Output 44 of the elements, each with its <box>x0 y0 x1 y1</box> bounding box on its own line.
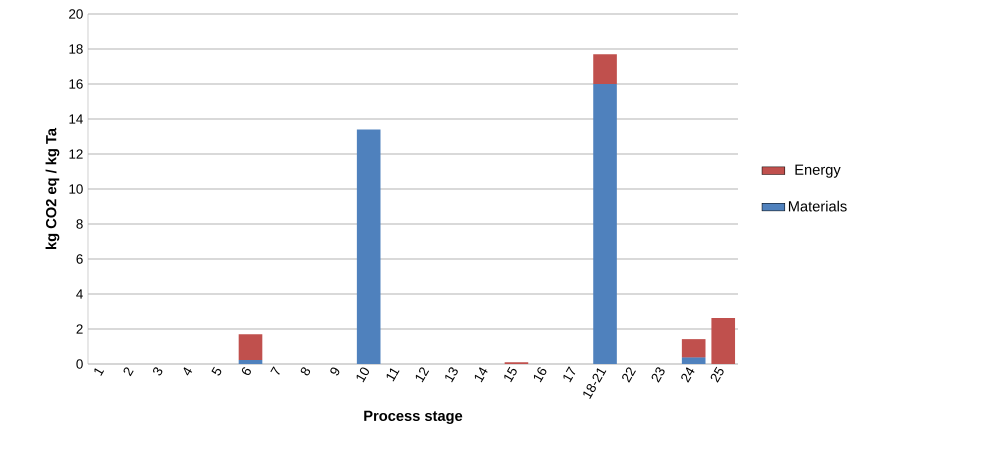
x-tick-label: 13 <box>445 367 458 382</box>
x-tick-label: 7 <box>270 366 280 375</box>
y-tick-label: 14 <box>69 114 83 124</box>
x-tick-label: 12 <box>416 367 430 382</box>
legend-label: Energy <box>795 164 841 178</box>
y-tick-label: 6 <box>76 254 83 264</box>
bar <box>682 357 706 364</box>
x-tick-label: 15 <box>504 366 517 382</box>
bar <box>682 339 706 358</box>
x-tick-label: 10 <box>356 367 369 382</box>
x-tick-label: 25 <box>710 366 724 383</box>
y-tick-label: 10 <box>69 184 83 194</box>
bar <box>711 318 736 364</box>
bar <box>593 84 617 364</box>
x-tick-label: 6 <box>242 367 251 376</box>
x-tick-label: 3 <box>153 367 162 376</box>
y-tick-label: 16 <box>69 79 83 89</box>
x-tick-label: 14 <box>474 367 488 382</box>
x-tick-label: 9 <box>330 368 340 376</box>
bar <box>238 360 262 364</box>
y-tick-label: 12 <box>69 149 83 159</box>
y-tick-label: 2 <box>76 324 83 334</box>
x-tick-label: 16 <box>534 367 546 382</box>
x-axis-title: Process stage <box>364 410 462 424</box>
y-axis-title: kg CO2 eq / kg Ta <box>46 128 60 249</box>
y-tick-label: 0 <box>76 359 83 369</box>
x-tick-label: 2 <box>124 367 134 376</box>
y-tick-label: 8 <box>76 219 83 229</box>
y-tick-label: 18 <box>69 44 83 54</box>
x-tick-label: 23 <box>652 367 665 383</box>
legend-label: Materials <box>788 200 847 212</box>
bar <box>238 334 262 360</box>
y-tick-label: 20 <box>69 9 83 19</box>
x-tick-label: 5 <box>211 366 222 376</box>
x-tick-label: 1 <box>94 368 104 376</box>
x-tick-label: 8 <box>300 367 310 376</box>
y-tick-label: 4 <box>76 289 83 299</box>
x-tick-label: 4 <box>184 367 192 376</box>
x-tick-label: 24 <box>681 367 695 383</box>
x-tick-label: 11 <box>386 368 400 382</box>
bar <box>593 54 617 84</box>
x-tick-label: 22 <box>622 367 636 383</box>
x-tick-label: 17 <box>563 366 576 382</box>
bar <box>356 130 380 364</box>
